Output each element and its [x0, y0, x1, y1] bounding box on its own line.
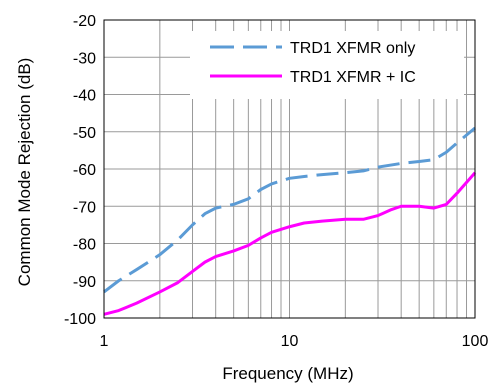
y-tick-label: -30	[73, 50, 96, 67]
series-line-xfmr-only	[103, 126, 476, 294]
series-layer	[103, 126, 477, 316]
plot-frame	[103, 19, 476, 319]
x-tick-label: 100	[462, 333, 489, 350]
legend-box	[190, 31, 464, 99]
y-tick-labels: -20 -30 -40 -50 -60 -70 -80 -90 -100	[64, 13, 96, 328]
y-tick-label: -50	[73, 125, 96, 142]
x-tick-labels: 1 10 100	[100, 333, 489, 350]
x-axis-label: Frequency (MHz)	[222, 364, 353, 383]
y-tick-label: -90	[73, 274, 96, 291]
y-tick-label: -80	[73, 237, 96, 254]
legend: TRD1 XFMR only TRD1 XFMR + IC	[190, 31, 464, 99]
legend-label-xfmr-only: TRD1 XFMR only	[290, 40, 415, 57]
y-tick-label: -40	[73, 88, 96, 105]
y-tick-label: -100	[64, 311, 96, 328]
y-tick-label: -60	[73, 162, 96, 179]
y-axis-label: Common Mode Rejection (dB)	[15, 58, 34, 287]
x-tick-label: 1	[100, 333, 109, 350]
x-tick-label: 10	[281, 333, 299, 350]
legend-label-xfmr-ic: TRD1 XFMR + IC	[290, 69, 416, 86]
y-tick-label: -70	[73, 199, 96, 216]
series-line-xfmr-ic	[103, 171, 477, 316]
y-tick-label: -20	[73, 13, 96, 30]
